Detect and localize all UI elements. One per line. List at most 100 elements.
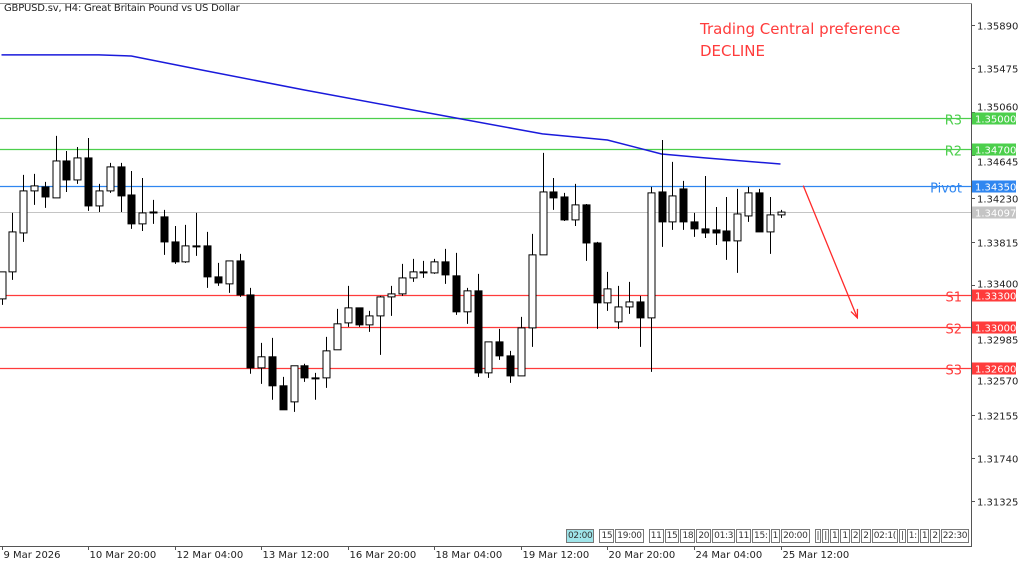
candle-body-bullish [517,327,526,377]
candle [463,287,472,324]
price-tick-label: 1.33400 [977,280,1018,291]
time-tick-label: 19 Mar 12:00 [523,550,590,561]
candle-body-bullish [430,261,439,274]
event-marker[interactable]: 15 [599,529,615,543]
event-marker[interactable]: | [898,529,906,543]
candle [160,209,169,255]
levels-layer: R3 R2 Pivot S1 S2 S3 [0,114,971,379]
candle-body-bearish [268,356,277,387]
candle [744,186,753,222]
candle-body-bullish [257,356,266,369]
candle-body-bearish [62,160,71,181]
candles-layer [0,135,786,412]
event-group[interactable]: 02:00 [566,529,595,543]
event-marker[interactable]: 11 [736,529,752,543]
candle-body-bullish [603,288,612,304]
candle [203,231,212,288]
candle [344,285,353,327]
candle [701,175,710,238]
event-marker[interactable]: 1 [919,529,930,543]
candle-body-bearish [203,245,212,278]
level-price-label-r2: 1.34700 [975,146,1016,157]
event-marker[interactable]: 02:1( [871,529,898,543]
candle-body-bullish [398,277,407,295]
event-marker[interactable]: 11 [648,529,664,543]
level-price-label-bg-s1 [972,289,1016,302]
candle-body-bearish [441,261,450,276]
chart-title: GBPUSD.sv, H4: Great Britain Pound vs US… [4,3,240,14]
candle [117,162,126,212]
candle [582,203,591,261]
event-group[interactable]: 15 19:00 [599,529,644,543]
event-marker[interactable]: 22:30 [940,529,970,543]
candle [452,252,461,315]
price-axis[interactable]: 1.35890 1.35475 1.35060 1.34645 1.34230 1.338… [971,22,1018,509]
candle [777,209,786,218]
event-marker[interactable]: 15 [664,529,680,543]
event-marker[interactable]: 20 [696,529,712,543]
time-axis[interactable]: 9 Mar 2026 10 Mar 20:00 12 Mar 04:00 13 Mar… [2,546,850,561]
trading-central-annotation: Trading Central preference DECLINE [700,18,900,62]
candle-body-bearish [419,271,428,274]
candle-body-bearish [300,365,309,379]
economic-events-strip[interactable]: 02:00 15 19:00 11 15 18 20 01:3 11 15: 1 20:00 | | 1 1 2… [566,529,970,543]
event-group[interactable]: 11 15 18 20 01:3 11 15: 1 20:00 [648,529,811,543]
candle-body-bullish [365,315,374,326]
event-group[interactable]: | | 1 1 2 2 02:1(| 1: 1 2 22:30 [814,529,971,543]
candle-body-bullish [192,245,201,248]
level-name-s2: S2 [945,323,962,338]
candle-body-bullish [0,271,7,300]
event-marker[interactable]: 2 [850,529,861,543]
event-marker[interactable]: | [822,529,829,543]
price-tick-label: 1.32570 [977,377,1018,388]
event-marker[interactable]: 18 [680,529,696,543]
candle [766,196,775,254]
event-marker[interactable]: 2 [861,529,871,543]
event-marker[interactable]: 1: [906,529,919,543]
event-marker[interactable]: 19:00 [615,529,644,543]
event-marker[interactable]: 01:3 [712,529,736,543]
event-marker[interactable]: | [814,529,822,543]
candle [268,337,277,400]
candle-body-bullish [95,190,104,207]
candle [539,152,548,256]
candle-body-bearish [712,229,721,234]
forecast-arrow-line [802,185,858,319]
moving-average-layer [1,54,781,165]
candle [430,258,439,274]
price-tick-label: 1.33815 [977,239,1018,250]
candle [73,146,82,184]
candle-body-bullish [625,301,634,308]
candle [647,186,656,372]
candle-body-bullish [73,157,82,181]
candle [376,295,385,355]
candle [679,180,688,230]
event-marker[interactable]: 15: [752,529,770,543]
event-marker[interactable]: 1 [770,529,781,543]
candle-body-bearish [236,260,245,296]
candle [8,212,17,280]
candle-body-bullish [106,166,115,192]
candle-body-bearish [84,157,93,207]
candle [322,336,331,388]
candle-body-bullish [528,254,537,329]
candle-body-bullish [8,231,17,273]
event-marker[interactable]: 20:00 [781,529,810,543]
event-marker[interactable]: 1 [840,529,850,543]
candle [300,363,309,382]
event-marker[interactable]: 2 [930,529,940,543]
candle [409,258,418,282]
price-tick-label: 1.31740 [977,455,1018,466]
candle [571,183,580,226]
price-tick-label: 1.32155 [977,412,1018,423]
candle [62,150,71,192]
event-marker[interactable]: 02:00 [566,529,595,543]
time-tick-label: 20 Mar 20:00 [609,550,676,561]
time-tick-label: 25 Mar 12:00 [783,550,850,561]
event-marker[interactable]: 1 [829,529,840,543]
level-price-label-r3: 1.35000 [975,115,1016,126]
time-tick-label: 12 Mar 04:00 [177,550,244,561]
level-price-label-bg-s3 [972,362,1016,375]
candle [52,135,61,199]
